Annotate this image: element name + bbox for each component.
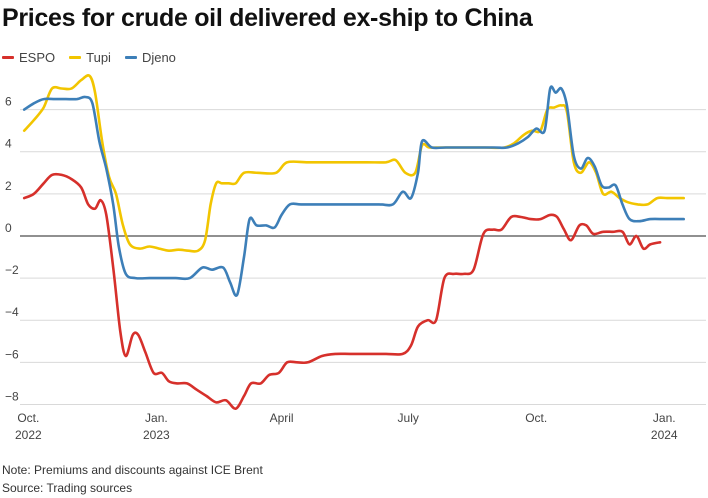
chart-source: Source: Trading sources <box>2 481 133 495</box>
x-tick-label: April <box>270 411 294 425</box>
x-tick-year-label: 2022 <box>15 428 42 442</box>
legend-label-tupi: Tupi <box>86 50 111 65</box>
y-tick-label: 2 <box>5 179 12 193</box>
legend-swatch-djeno <box>124 56 137 59</box>
series-line-djeno <box>22 85 685 298</box>
legend: ESPO Tupi Djeno <box>2 50 176 65</box>
y-tick-label: 0 <box>5 221 12 235</box>
chart-title: Prices for crude oil delivered ex-ship t… <box>2 4 533 32</box>
x-tick-year-label: 2024 <box>651 428 678 442</box>
chart-note: Note: Premiums and discounts against ICE… <box>2 463 263 477</box>
legend-label-djeno: Djeno <box>141 50 176 65</box>
x-tick-label: Jan. <box>653 411 676 425</box>
legend-item-tupi: Tupi <box>69 50 111 65</box>
y-tick-label: −2 <box>5 263 19 277</box>
y-tick-label: −8 <box>5 389 19 403</box>
legend-item-djeno: Djeno <box>124 50 176 65</box>
legend-item-espo: ESPO <box>2 50 55 65</box>
x-tick-label: July <box>398 411 419 425</box>
y-tick-label: 4 <box>5 137 12 151</box>
x-tick-year-label: 2023 <box>143 428 170 442</box>
x-tick-label: Oct. <box>17 411 39 425</box>
y-tick-label: 6 <box>5 95 12 109</box>
x-tick-label: Jan. <box>145 411 168 425</box>
x-tick-label: Oct. <box>525 411 547 425</box>
line-chart: 6 4 2 0 −2 −4 −6 −8 Oct. 2022 Jan. 2023 April July Oct… <box>5 74 706 442</box>
legend-swatch-tupi <box>69 56 82 59</box>
legend-label-espo: ESPO <box>19 50 56 65</box>
y-tick-label: −4 <box>5 305 19 319</box>
y-tick-label: −6 <box>5 347 19 361</box>
legend-swatch-espo <box>2 56 14 59</box>
series-line-espo <box>22 172 662 410</box>
series-line-tupi <box>22 74 685 253</box>
